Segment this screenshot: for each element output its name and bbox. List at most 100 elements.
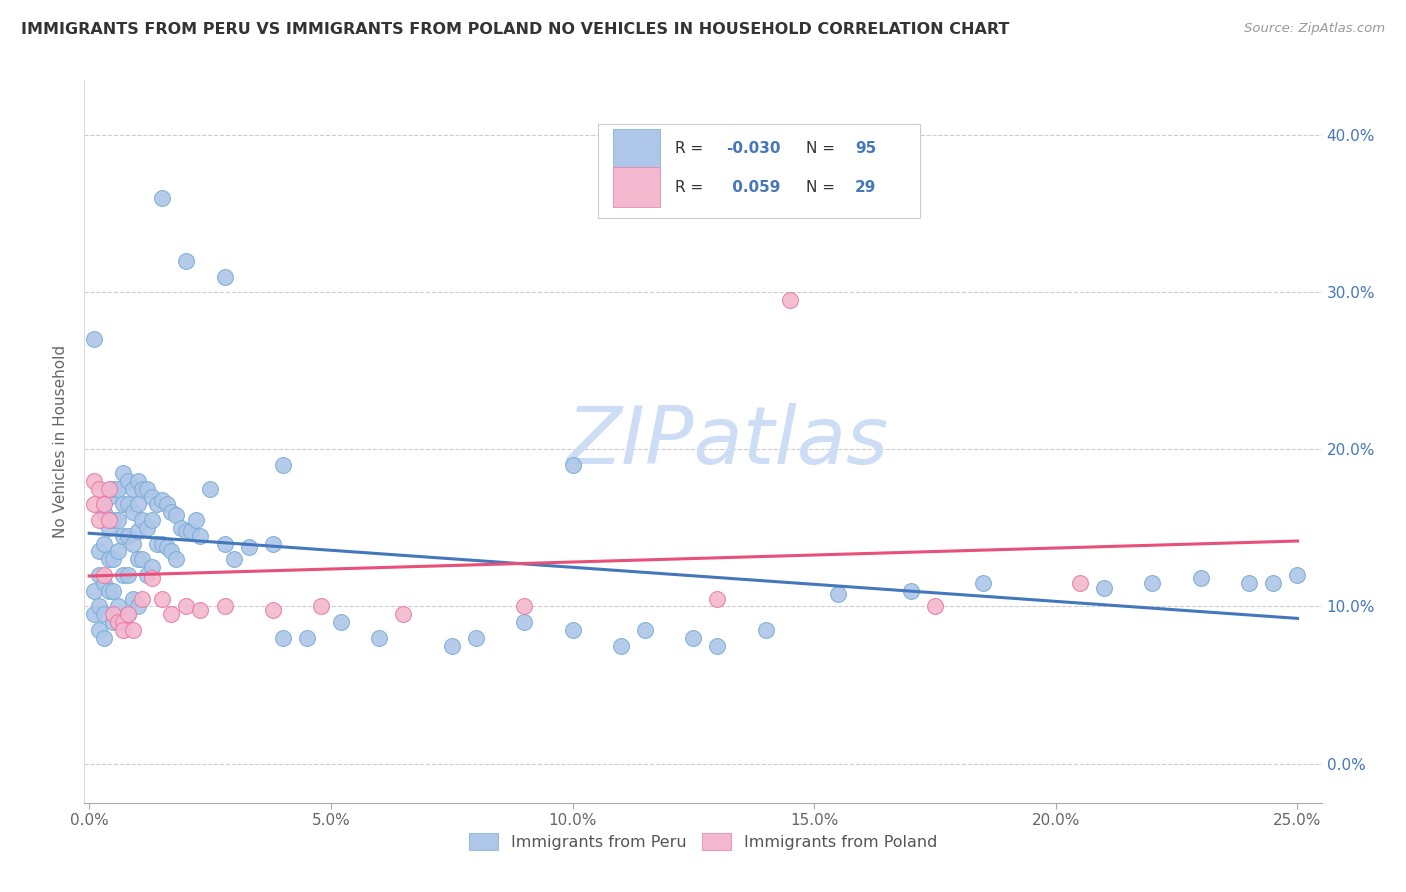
Point xyxy=(97,490,120,504)
Point xyxy=(180,524,202,538)
Point xyxy=(97,552,120,566)
Point xyxy=(112,529,135,543)
Point xyxy=(107,599,129,614)
Point xyxy=(103,513,125,527)
Point xyxy=(93,607,115,622)
Point xyxy=(107,513,129,527)
Point xyxy=(1092,581,1115,595)
Point xyxy=(165,508,187,523)
Point xyxy=(174,524,197,538)
Point xyxy=(97,513,120,527)
Point xyxy=(150,591,173,606)
Point xyxy=(141,490,163,504)
Text: 95: 95 xyxy=(855,142,876,156)
Point xyxy=(170,521,193,535)
Point xyxy=(160,544,183,558)
Point xyxy=(103,615,125,630)
Point xyxy=(107,544,129,558)
Point xyxy=(117,607,139,622)
Point xyxy=(150,536,173,550)
Point xyxy=(972,575,994,590)
Point xyxy=(141,560,163,574)
Point xyxy=(117,474,139,488)
Text: ZIPatlas: ZIPatlas xyxy=(567,402,889,481)
Point xyxy=(83,333,105,347)
Point xyxy=(121,591,143,606)
Text: Source: ZipAtlas.com: Source: ZipAtlas.com xyxy=(1244,22,1385,36)
Point xyxy=(610,639,633,653)
Text: 29: 29 xyxy=(855,179,876,194)
Point xyxy=(271,458,294,472)
Point xyxy=(93,631,115,645)
Point xyxy=(117,568,139,582)
Point xyxy=(174,599,197,614)
Point xyxy=(368,631,391,645)
Point xyxy=(141,571,163,585)
Point xyxy=(464,631,486,645)
Point xyxy=(184,513,207,527)
Point xyxy=(112,623,135,637)
Point xyxy=(121,536,143,550)
Point xyxy=(150,492,173,507)
Point xyxy=(271,631,294,645)
Point xyxy=(112,615,135,630)
Point xyxy=(706,591,728,606)
Point xyxy=(755,623,778,637)
Point xyxy=(561,623,583,637)
Point xyxy=(87,482,110,496)
Point xyxy=(295,631,318,645)
Point xyxy=(117,529,139,543)
Point xyxy=(93,568,115,582)
Text: R =: R = xyxy=(675,179,707,194)
Point xyxy=(136,482,159,496)
Y-axis label: No Vehicles in Household: No Vehicles in Household xyxy=(53,345,69,538)
Point xyxy=(1189,571,1212,585)
Point xyxy=(440,639,463,653)
Point xyxy=(127,474,149,488)
Point xyxy=(83,497,105,511)
Point xyxy=(392,607,415,622)
Text: N =: N = xyxy=(806,142,839,156)
Point xyxy=(87,623,110,637)
Point xyxy=(97,482,120,496)
Point xyxy=(107,482,129,496)
Point xyxy=(706,639,728,653)
Point xyxy=(87,599,110,614)
Point xyxy=(112,615,135,630)
FancyBboxPatch shape xyxy=(613,168,659,207)
Point xyxy=(900,583,922,598)
Point xyxy=(127,552,149,566)
Point xyxy=(121,482,143,496)
Point xyxy=(214,269,236,284)
Point xyxy=(87,513,110,527)
Point xyxy=(83,474,105,488)
Point xyxy=(103,482,125,496)
Point xyxy=(1286,568,1309,582)
Point xyxy=(103,583,125,598)
Point xyxy=(214,536,236,550)
Point xyxy=(87,568,110,582)
Point xyxy=(97,583,120,598)
Point xyxy=(107,615,129,630)
Point xyxy=(87,544,110,558)
FancyBboxPatch shape xyxy=(598,124,920,218)
Point xyxy=(103,607,125,622)
Point xyxy=(1069,575,1091,590)
Point xyxy=(93,536,115,550)
Point xyxy=(97,521,120,535)
Point xyxy=(1263,575,1285,590)
Point xyxy=(1142,575,1164,590)
Point xyxy=(155,540,177,554)
Point xyxy=(112,497,135,511)
Point xyxy=(117,497,139,511)
Point xyxy=(127,497,149,511)
Point xyxy=(121,505,143,519)
Point xyxy=(1237,575,1260,590)
Text: 0.059: 0.059 xyxy=(727,179,780,194)
Point xyxy=(103,552,125,566)
Point xyxy=(112,466,135,480)
Point xyxy=(93,497,115,511)
Text: N =: N = xyxy=(806,179,839,194)
Point xyxy=(561,458,583,472)
Point xyxy=(127,524,149,538)
